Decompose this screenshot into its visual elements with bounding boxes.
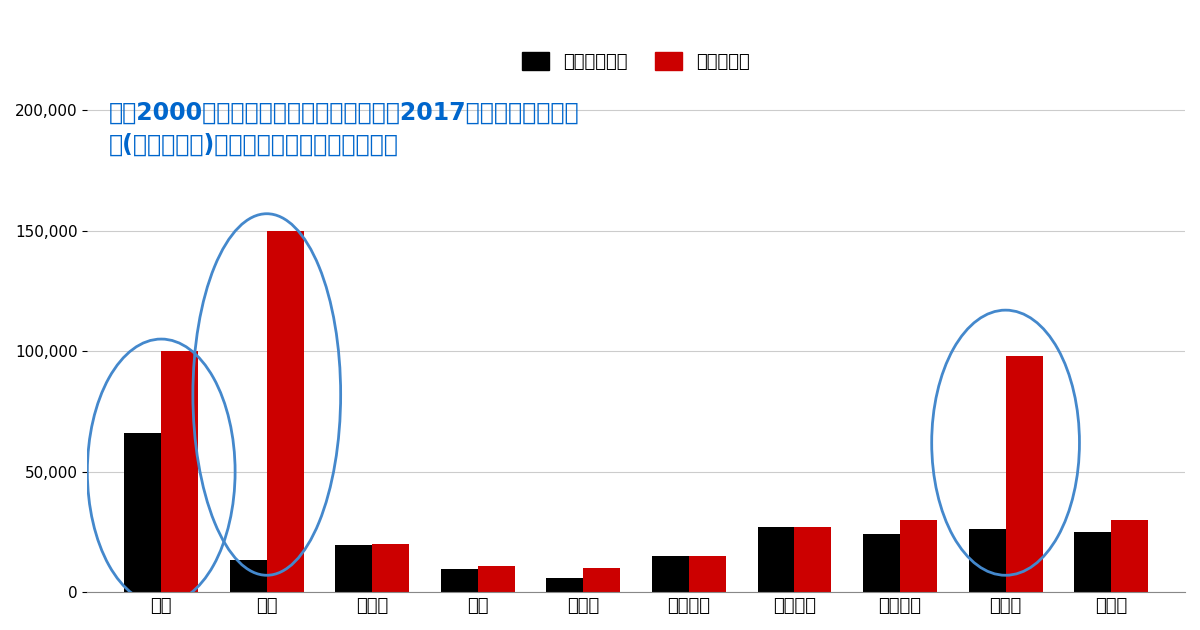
Legend: 総務省データ, 調整データ: 総務省データ, 調整データ <box>515 44 757 78</box>
Bar <box>546 578 583 592</box>
Bar <box>968 529 1006 592</box>
Bar <box>372 544 409 592</box>
Bar <box>266 231 304 592</box>
Bar <box>1111 520 1148 592</box>
Bar <box>583 568 620 592</box>
Bar <box>161 351 198 592</box>
Bar <box>230 559 266 592</box>
Bar <box>478 566 515 592</box>
Bar <box>440 570 478 592</box>
Bar <box>863 534 900 592</box>
Bar <box>1074 532 1111 592</box>
Bar <box>757 527 794 592</box>
Bar <box>900 520 937 592</box>
Text: 老後2000万円問題の元となったデータは2017年時点のデータ。
今(調整データ)とはだいぶ金融環境が異なる: 老後2000万円問題の元となったデータは2017年時点のデータ。 今(調整データ… <box>109 101 580 157</box>
Bar <box>1006 356 1043 592</box>
Bar <box>125 433 161 592</box>
Bar <box>335 545 372 592</box>
Bar <box>689 556 726 592</box>
Bar <box>652 556 689 592</box>
Bar <box>794 527 832 592</box>
